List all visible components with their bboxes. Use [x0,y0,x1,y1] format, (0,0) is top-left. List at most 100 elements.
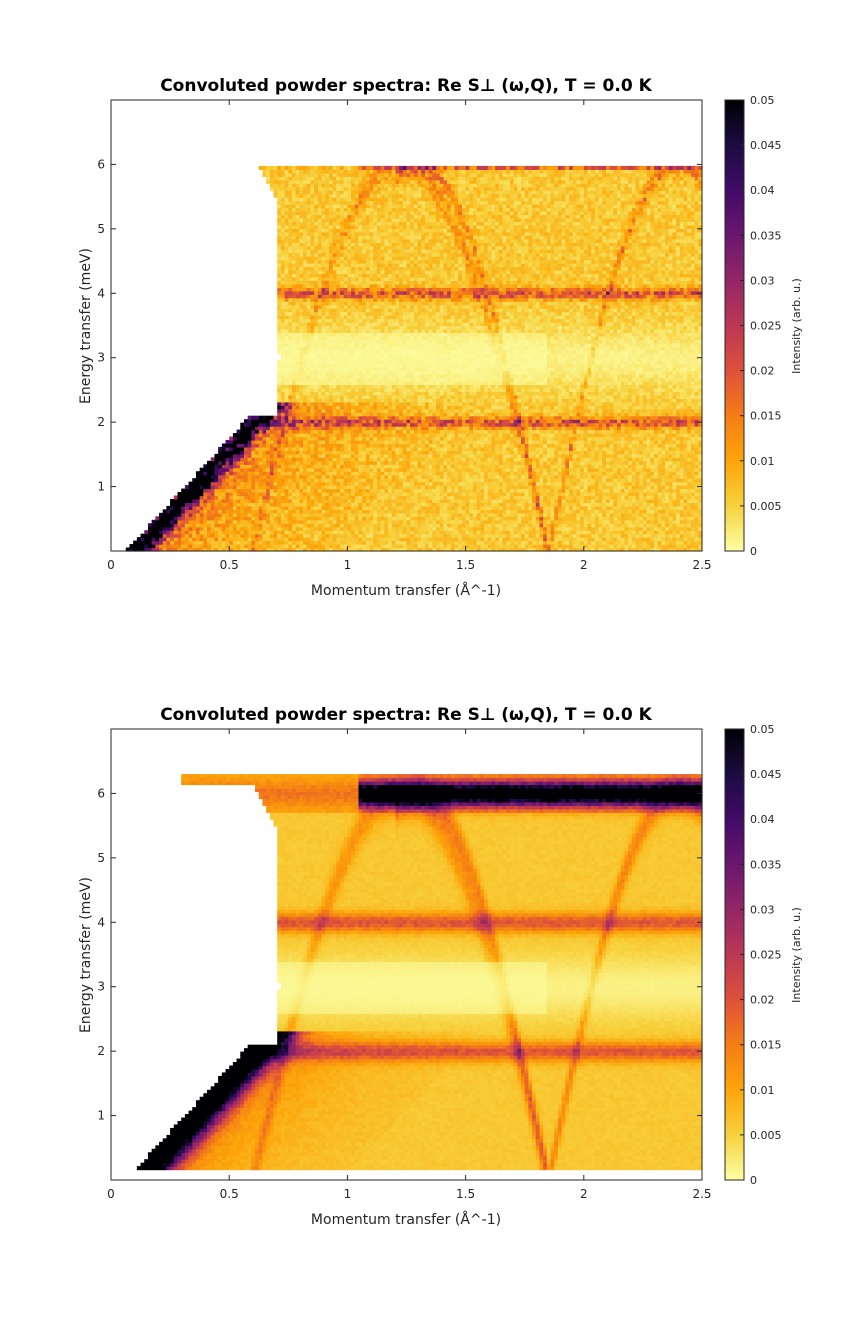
heatmap-cell [255,440,259,444]
heatmap-cell [370,381,374,385]
heatmap-cell [407,194,411,198]
heatmap-cell [403,277,407,281]
heatmap-cell [148,523,152,527]
heatmap-cell [395,301,399,305]
heatmap-cell [395,419,399,423]
heatmap-cell [377,319,381,323]
heatmap-cell [310,235,314,239]
heatmap-cell [310,447,314,451]
heatmap-cell [347,513,351,517]
heatmap-cell [255,544,259,548]
heatmap-cell [240,437,244,441]
heatmap-cell [395,256,399,260]
heatmap-cell [314,384,318,388]
heatmap-cell [366,471,370,475]
heatmap-cell [403,388,407,392]
heatmap-cell [355,541,359,545]
heatmap-cell [296,326,300,330]
heatmap-cell [310,495,314,499]
heatmap-cell [358,214,362,218]
heatmap-cell [318,322,322,326]
heatmap-cell [333,232,337,236]
heatmap-cell [177,534,181,538]
heatmap-cell [388,374,392,378]
heatmap-cell [344,513,348,517]
heatmap-cell [255,447,259,451]
heatmap-cell [395,447,399,451]
heatmap-cell [259,492,263,496]
heatmap-cell [377,513,381,517]
heatmap-cell [322,332,326,336]
heatmap-cell [366,329,370,333]
heatmap-cell [310,416,314,420]
heatmap-cell [377,499,381,503]
heatmap-cell [185,513,189,517]
heatmap-cell [347,235,351,239]
heatmap-cell [322,367,326,371]
heatmap-cell [377,260,381,264]
heatmap-cell [277,225,281,229]
heatmap-cell [266,544,270,548]
heatmap-cell [347,360,351,364]
heatmap-cell [318,242,322,246]
heatmap-cell [403,166,407,170]
heatmap-cell [336,218,340,222]
heatmap-cell [240,468,244,472]
heatmap-cell [255,464,259,468]
heatmap-cell [288,450,292,454]
heatmap-cell [355,249,359,253]
heatmap-cell [310,326,314,330]
heatmap-cell [336,409,340,413]
heatmap-cell [373,412,377,416]
heatmap-cell [174,516,178,520]
heatmap-cell [274,183,278,187]
heatmap-cell [274,513,278,517]
heatmap-cell [226,534,230,538]
heatmap-cell [281,520,285,524]
heatmap-cell [347,509,351,513]
heatmap-cell [318,339,322,343]
heatmap-cell [281,277,285,281]
heatmap-cell [395,315,399,319]
heatmap-cell [377,433,381,437]
heatmap-cell [196,509,200,513]
heatmap-cell [281,169,285,173]
heatmap-cell [211,527,215,531]
heatmap-cell [388,273,392,277]
heatmap-cell [166,520,170,524]
heatmap-cell [285,197,289,201]
heatmap-cell [307,384,311,388]
heatmap-cell [318,176,322,180]
heatmap-cell [351,294,355,298]
heatmap-cell [362,534,366,538]
heatmap-cell [281,350,285,354]
heatmap-cell [407,221,411,225]
heatmap-cell [395,482,399,486]
heatmap-cell [285,502,289,506]
heatmap-cell [333,471,337,475]
heatmap-cell [277,190,281,194]
heatmap-cell [281,239,285,243]
heatmap-cell [351,516,355,520]
heatmap-cell [318,301,322,305]
heatmap-cell [395,214,399,218]
heatmap-cell [366,381,370,385]
heatmap-cell [270,454,274,458]
heatmap-cell [303,225,307,229]
heatmap-cell [296,430,300,434]
heatmap-cell [325,235,329,239]
heatmap-cell [277,527,281,531]
heatmap-cell [240,475,244,479]
heatmap-cell [329,312,333,316]
heatmap-cell [214,485,218,489]
heatmap-cell [373,190,377,194]
heatmap-cell [351,263,355,267]
heatmap-cell [340,253,344,257]
heatmap-cell [377,190,381,194]
heatmap-cell [318,381,322,385]
heatmap-cell [377,267,381,271]
heatmap-cell [248,416,252,420]
heatmap-cell [366,454,370,458]
heatmap-cell [362,235,366,239]
heatmap-cell [277,464,281,468]
